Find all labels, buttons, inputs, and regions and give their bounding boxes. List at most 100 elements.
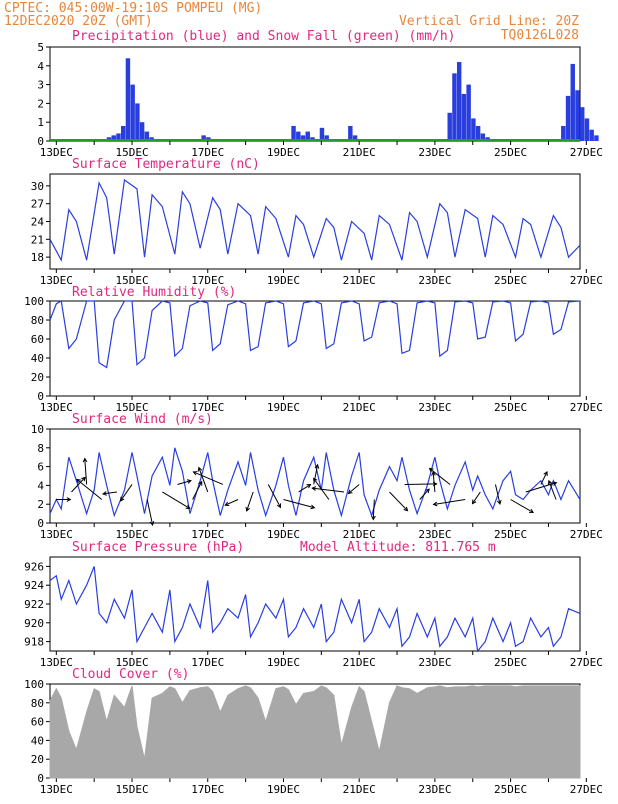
- pres-ytick-label: 918: [24, 636, 44, 649]
- cloud-ytick-label: 40: [31, 734, 44, 747]
- wind-ytick-label: 4: [37, 479, 44, 492]
- precip-bar: [135, 103, 140, 141]
- precip-bar: [111, 135, 116, 141]
- wind-arrow: [389, 491, 408, 512]
- precip-bar: [570, 63, 575, 141]
- model-id: TQ0126L028: [501, 28, 579, 43]
- precip-bar: [589, 129, 594, 141]
- wind-arrow-head: [192, 471, 198, 476]
- wind-arrow: [548, 480, 557, 500]
- wind-arrow-head: [471, 499, 477, 505]
- precip-bar: [475, 125, 481, 141]
- precip-xtick-label: 21DEC: [343, 146, 376, 159]
- wind-arrow-head: [306, 484, 312, 489]
- wind-arrow: [404, 483, 437, 485]
- precip-bar: [300, 135, 306, 141]
- wind-arrow-head: [197, 466, 203, 472]
- temp-xtick-label: 21DEC: [343, 274, 376, 287]
- wind-arrow: [102, 491, 117, 495]
- cloud-ytick-label: 20: [31, 753, 44, 766]
- precip-bar: [565, 95, 571, 141]
- wind-xtick-label: 25DEC: [494, 528, 527, 541]
- pres-ytick-label: 920: [24, 617, 44, 630]
- precip-ytick-label: 5: [37, 41, 44, 54]
- pres-xtick-label: 23DEC: [418, 656, 451, 669]
- wind-arrow: [540, 471, 548, 485]
- wind-xtick-label: 21DEC: [343, 528, 376, 541]
- cloud-title: Cloud Cover (%): [72, 667, 189, 682]
- wind-arrow: [283, 499, 315, 509]
- rh-ytick-label: 40: [31, 352, 44, 365]
- rh-ytick-label: 80: [31, 314, 44, 327]
- wind-arrow: [494, 484, 501, 505]
- wind-arrow-head: [496, 499, 502, 505]
- wind-xtick-label: 19DEC: [267, 528, 300, 541]
- wind-ytick-label: 6: [37, 461, 44, 474]
- wind-arrow-head: [314, 463, 320, 469]
- pres-panel: Surface Pressure (hPa) Model Altitude: 8…: [24, 540, 603, 669]
- precip-ytick-label: 2: [37, 97, 44, 110]
- wind-ytick-label: 2: [37, 498, 44, 511]
- wind-arrow-head: [198, 480, 203, 486]
- precip-bar: [471, 118, 476, 141]
- wind-arrow: [84, 458, 88, 485]
- temp-xtick-label: 15DEC: [115, 274, 148, 287]
- precip-xtick-label: 19DEC: [267, 146, 300, 159]
- pres-xtick-label: 13DEC: [40, 656, 73, 669]
- wind-arrow-head: [81, 476, 86, 482]
- precip-bar: [561, 125, 566, 141]
- wind-arrow-head: [76, 478, 81, 484]
- pres-ytick-label: 924: [24, 579, 44, 592]
- wind-arrow-head: [552, 481, 558, 486]
- wind-arrow: [432, 472, 436, 493]
- wind-ytick-label: 10: [31, 423, 44, 436]
- wind-arrow-head: [347, 489, 353, 495]
- precip-bar: [144, 131, 150, 141]
- cloud-xtick-label: 21DEC: [343, 783, 376, 796]
- wind-arrow-head: [311, 486, 317, 491]
- precip-xtick-label: 27DEC: [570, 146, 603, 159]
- wind-arrow: [246, 491, 254, 512]
- pres-xtick-label: 17DEC: [191, 656, 224, 669]
- wind-arrow: [312, 487, 345, 493]
- temp-ytick-label: 24: [31, 216, 45, 229]
- wind-ytick-label: 8: [37, 442, 44, 455]
- wind-arrow-head: [312, 477, 318, 483]
- temp-xtick-label: 17DEC: [191, 274, 224, 287]
- temp-title: Surface Temperature (nC): [72, 157, 260, 172]
- temp-ytick-label: 27: [31, 198, 44, 211]
- cloud-ytick-label: 80: [31, 697, 44, 710]
- wind-arrow: [162, 491, 191, 509]
- wind-arrow-head: [119, 496, 125, 502]
- pres-xtick-label: 19DEC: [267, 656, 300, 669]
- precip-bar: [116, 133, 121, 141]
- precip-bar: [461, 94, 467, 141]
- pres-line: [49, 566, 581, 653]
- rh-xtick-label: 13DEC: [40, 401, 73, 414]
- pres-title: Surface Pressure (hPa): [72, 540, 244, 555]
- rh-xtick-label: 21DEC: [343, 401, 376, 414]
- precip-bar: [447, 112, 452, 141]
- precip-bar: [480, 133, 486, 141]
- precip-bar: [296, 131, 301, 141]
- wind-arrow-head: [425, 488, 430, 494]
- wind-panel: Surface Wind (m/s) 0 2 4 6 8 10 13DEC 15DEC 17DE…: [31, 412, 603, 541]
- wind-arrow: [372, 499, 375, 520]
- wind-xtick-label: 17DEC: [191, 528, 224, 541]
- precip-bar: [584, 118, 590, 141]
- precip-panel: Precipitation (blue) and Snow Fall (gree…: [37, 29, 603, 159]
- precip-bar: [352, 135, 358, 141]
- wind-arrow: [76, 478, 103, 500]
- cloud-xtick-label: 25DEC: [494, 783, 527, 796]
- precip-xtick-label: 15DEC: [115, 146, 148, 159]
- wind-line: [49, 447, 581, 518]
- run-time: 12DEC2020 20Z (GMT): [4, 14, 153, 29]
- precip-bar: [120, 125, 126, 141]
- wind-xtick-label: 13DEC: [40, 528, 73, 541]
- precip-bar: [348, 125, 353, 141]
- precip-xtick-label: 13DEC: [40, 146, 73, 159]
- cloud-xtick-label: 27DEC: [570, 783, 603, 796]
- wind-arrow: [525, 482, 557, 493]
- rh-ytick-label: 60: [31, 333, 44, 346]
